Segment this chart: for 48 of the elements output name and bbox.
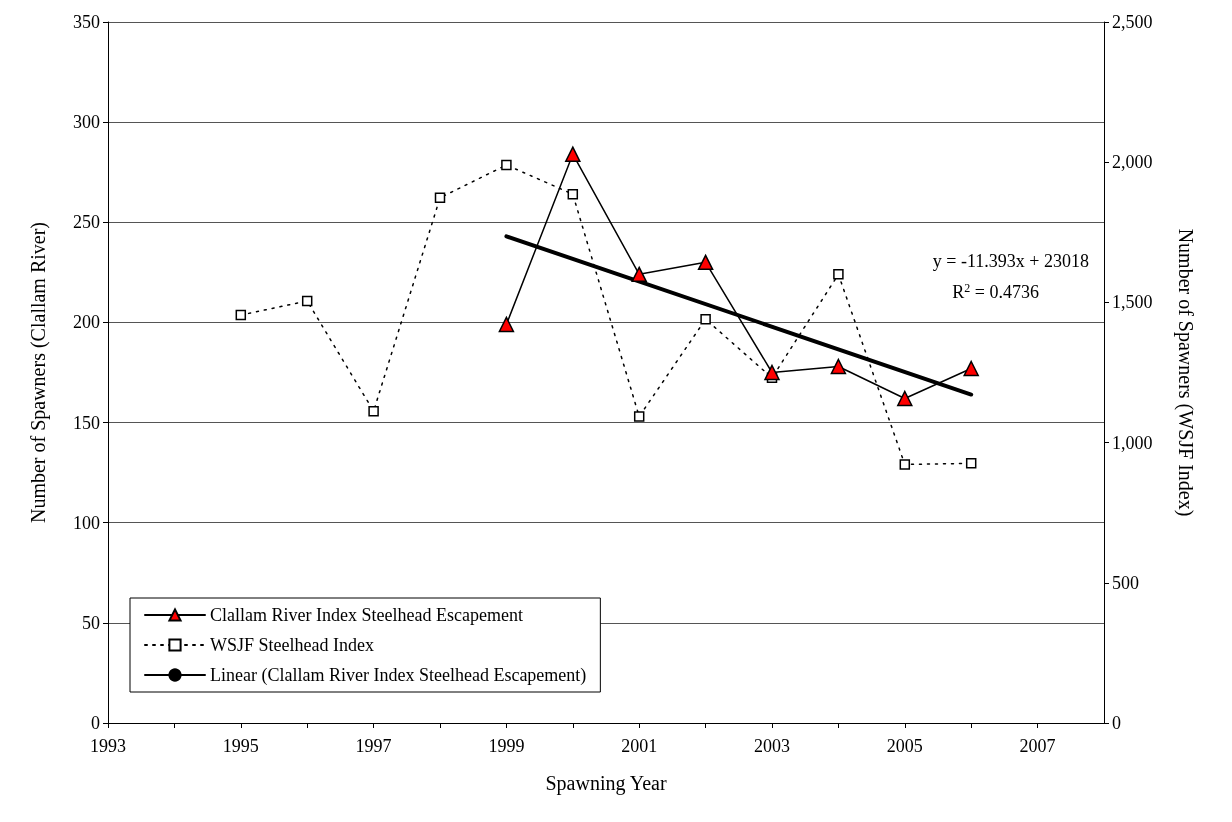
y-tick-label: 150 bbox=[73, 412, 100, 433]
y-tick-label: 100 bbox=[73, 512, 100, 533]
point bbox=[899, 459, 911, 470]
point bbox=[700, 313, 711, 325]
x-axis-title: Spawning Year bbox=[545, 772, 667, 795]
point bbox=[697, 254, 714, 271]
point bbox=[567, 188, 579, 200]
point bbox=[498, 316, 515, 333]
x-tick-label: 2001 bbox=[621, 736, 658, 756]
x-tick-label: 2003 bbox=[754, 736, 790, 756]
point bbox=[501, 159, 512, 171]
point bbox=[235, 309, 247, 321]
x-tick-label: 1993 bbox=[90, 736, 126, 756]
y-tick-label: 250 bbox=[73, 212, 100, 233]
x-tick-label: 1995 bbox=[222, 736, 259, 756]
point bbox=[368, 405, 379, 417]
y2-tick-label: 500 bbox=[1112, 572, 1139, 593]
point bbox=[565, 146, 581, 162]
y-tick-label: 0 bbox=[91, 713, 100, 733]
y-tick-label: 50 bbox=[82, 612, 100, 633]
y2-tick-label: 2,500 bbox=[1112, 12, 1153, 32]
y2-axis-title: Number of Spawners (WSJF Index) bbox=[1174, 228, 1197, 517]
y2-tick-label: 0 bbox=[1112, 713, 1121, 733]
y2-tick-label: 1,500 bbox=[1112, 292, 1153, 313]
x-tick-label: 1999 bbox=[488, 736, 525, 756]
legend-label: WSJF Steelhead Index bbox=[210, 635, 374, 655]
x-tick-label: 2007 bbox=[1019, 736, 1056, 756]
legend-label: Clallam River Index Steelhead Escapement bbox=[210, 605, 523, 625]
x-tick-label: 2005 bbox=[886, 736, 923, 756]
y2-tick-label: 2,000 bbox=[1112, 152, 1153, 173]
point bbox=[301, 295, 313, 307]
point bbox=[963, 360, 979, 377]
point bbox=[633, 411, 645, 422]
y2-tick-label: 1,000 bbox=[1112, 432, 1153, 453]
point bbox=[631, 266, 647, 283]
y-tick-label: 300 bbox=[73, 112, 100, 133]
x-tick-label: 1997 bbox=[355, 736, 392, 756]
point bbox=[764, 364, 780, 381]
y-axis-title: Number of Spawners (Clallam River) bbox=[27, 221, 50, 524]
point bbox=[830, 358, 847, 375]
legend-label: Linear (Clallam River Index Steelhead Escapement) bbox=[210, 665, 587, 686]
point bbox=[897, 390, 913, 407]
point bbox=[434, 192, 446, 204]
annotation: y = -11.393x + 23018 bbox=[932, 251, 1090, 271]
point bbox=[965, 458, 977, 469]
point bbox=[833, 269, 844, 280]
y-tick-label: 200 bbox=[73, 312, 100, 333]
y-tick-label: 350 bbox=[73, 12, 100, 32]
